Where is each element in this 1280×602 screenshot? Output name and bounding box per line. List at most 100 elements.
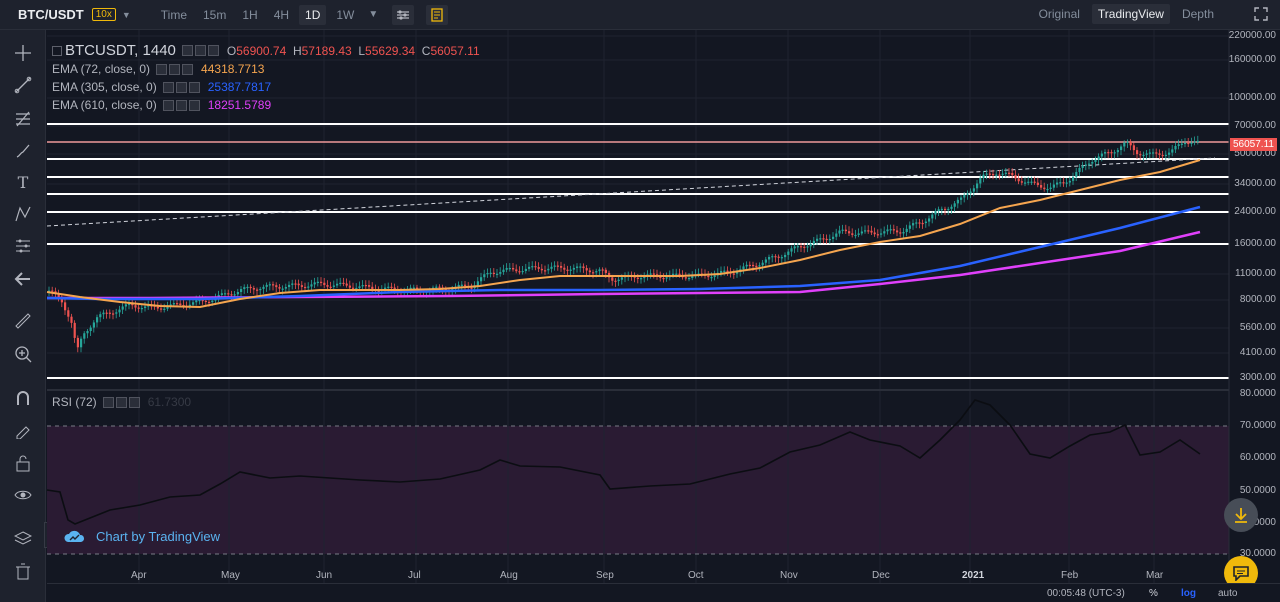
view-tradingview[interactable]: TradingView [1091, 4, 1170, 24]
candle-body [944, 208, 947, 211]
view-depth[interactable]: Depth [1181, 7, 1214, 21]
candle-body [304, 286, 307, 289]
candle-body [460, 284, 463, 286]
candle-body [742, 266, 745, 270]
time-tick-label: Mar [1146, 570, 1164, 581]
arrow-left-icon[interactable] [10, 266, 36, 292]
candle-body [1052, 184, 1055, 188]
candle-body [537, 267, 540, 269]
layers-icon[interactable] [10, 526, 36, 552]
candle-body [646, 274, 649, 277]
candle-body [128, 303, 131, 306]
candle-body [1065, 182, 1068, 184]
candle-body [473, 285, 476, 289]
leverage-badge[interactable]: 10x [91, 8, 116, 21]
magnet-icon[interactable] [10, 385, 36, 411]
candle-body [384, 287, 387, 290]
interval-time[interactable]: Time [160, 7, 187, 22]
candle-body [1129, 141, 1132, 146]
interval-15m[interactable]: 15m [203, 7, 227, 22]
auto-toggle[interactable]: auto [1218, 588, 1238, 599]
candle-body [950, 206, 953, 209]
candle-body [156, 306, 159, 309]
candle-body [892, 229, 895, 231]
interval-1w[interactable]: 1W [336, 7, 355, 22]
ema305-buttons[interactable] [162, 81, 202, 93]
time-tick-label: 2021 [962, 570, 985, 581]
ruler-icon[interactable] [10, 308, 36, 334]
trend-line-icon[interactable] [10, 72, 36, 98]
candle-body [620, 277, 623, 280]
candle-body [1180, 143, 1183, 145]
ema610-buttons[interactable] [162, 99, 202, 111]
candle-body [1139, 154, 1142, 156]
interval-1d[interactable]: 1D [299, 4, 327, 25]
collapse-legend-icon[interactable] [52, 45, 62, 56]
time-tick-label: May [221, 570, 240, 581]
collapse-toolbar-handle[interactable]: ‹ [44, 522, 52, 548]
candle-body [854, 234, 857, 237]
candle-body [92, 322, 95, 328]
more-intervals-icon[interactable]: ▼ [368, 9, 379, 20]
chevron-down-icon[interactable]: ▼ [121, 9, 131, 20]
eye-icon[interactable] [10, 482, 36, 508]
crosshair-icon[interactable] [10, 40, 36, 66]
ema305-legend: EMA (305, close, 0) 25387.7817 [52, 80, 271, 94]
view-original[interactable]: Original [1038, 7, 1080, 21]
fib-tool-icon[interactable] [10, 106, 36, 132]
candle-body [713, 275, 716, 278]
candle-body [496, 273, 499, 275]
series-buttons[interactable] [181, 45, 221, 56]
candle-body [486, 273, 489, 275]
candle-body [755, 265, 758, 268]
price-tick-label: 24000.00 [1234, 206, 1276, 217]
lock-drawing-icon[interactable] [10, 417, 36, 443]
candle-body [780, 257, 783, 259]
log-toggle[interactable]: log [1181, 588, 1196, 599]
candle-body [211, 300, 214, 303]
symbol-name[interactable]: BTC/USDT [18, 7, 84, 22]
notes-icon[interactable] [426, 4, 449, 25]
prediction-icon[interactable] [10, 233, 36, 259]
text-tool-icon[interactable]: T [17, 172, 29, 192]
candle-body [57, 293, 60, 297]
low-value: 55629.34 [365, 43, 416, 58]
candle-body [70, 316, 73, 323]
zoom-in-icon[interactable] [10, 341, 36, 367]
candle-body [259, 288, 262, 291]
candle-body [227, 293, 230, 295]
candle-body [931, 214, 934, 219]
trash-icon[interactable] [10, 558, 36, 584]
pattern-icon[interactable] [10, 201, 36, 227]
candle-body [368, 285, 371, 287]
candle-body [355, 288, 358, 290]
interval-4h[interactable]: 4H [273, 7, 290, 22]
rsi-line [46, 399, 1201, 525]
candle-body [873, 232, 876, 235]
candle-body [425, 291, 428, 293]
watermark-text: Chart by TradingView [96, 528, 221, 544]
candle-body [656, 274, 659, 277]
lock-icon[interactable] [10, 450, 36, 476]
candle-body [48, 290, 51, 292]
candle-body [940, 208, 943, 211]
candle-body [841, 229, 844, 231]
scroll-to-latest-button[interactable] [1224, 498, 1258, 532]
candle-body [1142, 154, 1145, 157]
interval-1h[interactable]: 1H [242, 7, 258, 22]
tradingview-watermark[interactable]: Chart by TradingView [64, 528, 220, 544]
rsi-buttons[interactable] [102, 396, 142, 408]
candle-body [1036, 182, 1039, 186]
candle-body [220, 293, 223, 295]
candle-body [492, 272, 495, 274]
indicator-settings-icon[interactable] [392, 4, 415, 25]
ema72-buttons[interactable] [156, 63, 195, 75]
candle-body [576, 266, 579, 268]
brush-icon[interactable] [10, 138, 36, 164]
candle-body [972, 188, 975, 192]
fullscreen-icon[interactable] [1254, 7, 1268, 26]
percent-toggle[interactable]: % [1149, 588, 1158, 599]
candle-body [860, 231, 863, 234]
candle-body [704, 274, 707, 276]
candle-body [329, 286, 332, 288]
